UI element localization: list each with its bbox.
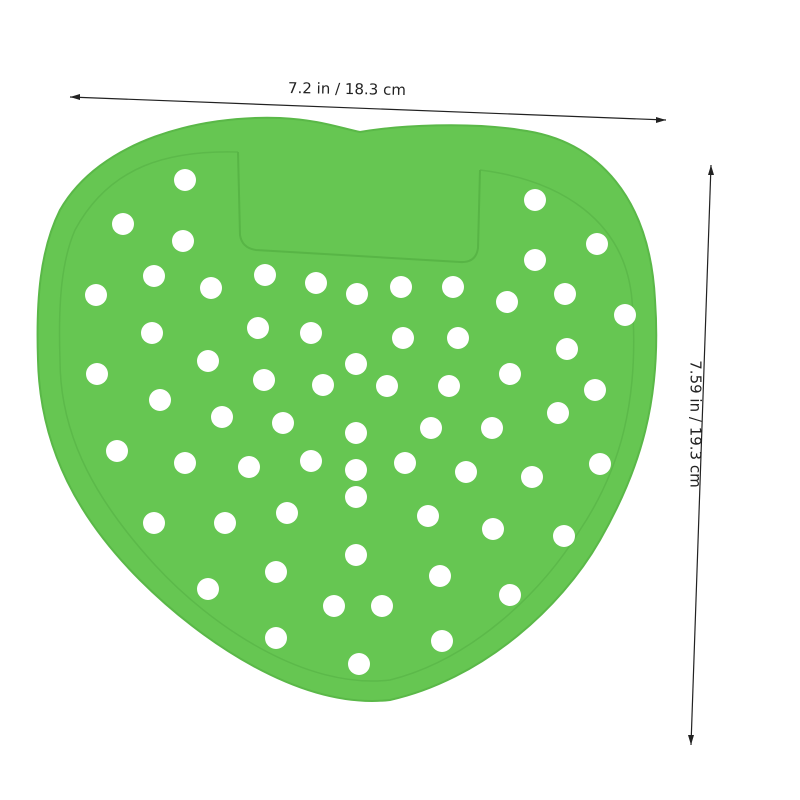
drain-hole bbox=[431, 630, 453, 652]
drain-hole bbox=[584, 379, 606, 401]
drain-holes bbox=[85, 169, 636, 675]
drain-hole bbox=[524, 249, 546, 271]
urinal-screen-mat bbox=[36, 116, 658, 702]
drain-hole bbox=[346, 283, 368, 305]
drain-hole bbox=[429, 565, 451, 587]
drain-hole bbox=[149, 389, 171, 411]
drain-hole bbox=[482, 518, 504, 540]
drain-hole bbox=[272, 412, 294, 434]
drain-hole bbox=[553, 525, 575, 547]
drain-hole bbox=[197, 578, 219, 600]
drain-hole bbox=[345, 544, 367, 566]
drain-hole bbox=[197, 350, 219, 372]
drain-hole bbox=[556, 338, 578, 360]
width-label: 7.2 in / 18.3 cm bbox=[287, 78, 407, 100]
drain-hole bbox=[547, 402, 569, 424]
drain-hole bbox=[499, 584, 521, 606]
drain-hole bbox=[300, 450, 322, 472]
drain-hole bbox=[174, 452, 196, 474]
drain-hole bbox=[265, 627, 287, 649]
drain-hole bbox=[499, 363, 521, 385]
drain-hole bbox=[420, 417, 442, 439]
drain-hole bbox=[300, 322, 322, 344]
drain-hole bbox=[417, 505, 439, 527]
drain-hole bbox=[524, 189, 546, 211]
drain-hole bbox=[106, 440, 128, 462]
drain-hole bbox=[345, 459, 367, 481]
drain-hole bbox=[345, 353, 367, 375]
drain-hole bbox=[447, 327, 469, 349]
drain-hole bbox=[312, 374, 334, 396]
drain-hole bbox=[238, 456, 260, 478]
drain-hole bbox=[442, 276, 464, 298]
drain-hole bbox=[521, 466, 543, 488]
drain-hole bbox=[305, 272, 327, 294]
drain-hole bbox=[200, 277, 222, 299]
drain-hole bbox=[390, 276, 412, 298]
drain-hole bbox=[496, 291, 518, 313]
mat-inner-border bbox=[58, 151, 635, 682]
height-arrow-top bbox=[708, 165, 714, 175]
drain-hole bbox=[86, 363, 108, 385]
drain-hole bbox=[455, 461, 477, 483]
drain-hole bbox=[276, 502, 298, 524]
drain-hole bbox=[143, 512, 165, 534]
drain-hole bbox=[348, 653, 370, 675]
drain-hole bbox=[214, 512, 236, 534]
drain-hole bbox=[554, 283, 576, 305]
drain-hole bbox=[172, 230, 194, 252]
drain-hole bbox=[376, 375, 398, 397]
drain-hole bbox=[323, 595, 345, 617]
drain-hole bbox=[614, 304, 636, 326]
label-tab bbox=[237, 151, 481, 264]
drain-hole bbox=[438, 375, 460, 397]
height-dimension-line bbox=[690, 164, 712, 746]
drain-hole bbox=[586, 233, 608, 255]
width-arrow-right bbox=[656, 117, 666, 123]
drain-hole bbox=[112, 213, 134, 235]
width-arrow-left bbox=[70, 94, 80, 100]
drain-hole bbox=[247, 317, 269, 339]
drain-hole bbox=[481, 417, 503, 439]
drain-hole bbox=[371, 595, 393, 617]
drain-hole bbox=[394, 452, 416, 474]
drain-hole bbox=[141, 322, 163, 344]
drain-hole bbox=[265, 561, 287, 583]
drain-hole bbox=[174, 169, 196, 191]
drain-hole bbox=[392, 327, 414, 349]
drain-hole bbox=[85, 284, 107, 306]
drain-hole bbox=[345, 486, 367, 508]
drain-hole bbox=[143, 265, 165, 287]
height-label: 7.59 in / 19.3 cm bbox=[686, 360, 705, 488]
drain-hole bbox=[589, 453, 611, 475]
drain-hole bbox=[254, 264, 276, 286]
drain-hole bbox=[253, 369, 275, 391]
height-arrow-bottom bbox=[688, 735, 694, 745]
width-dimension-line bbox=[69, 96, 667, 121]
drain-hole bbox=[211, 406, 233, 428]
drain-hole bbox=[345, 422, 367, 444]
